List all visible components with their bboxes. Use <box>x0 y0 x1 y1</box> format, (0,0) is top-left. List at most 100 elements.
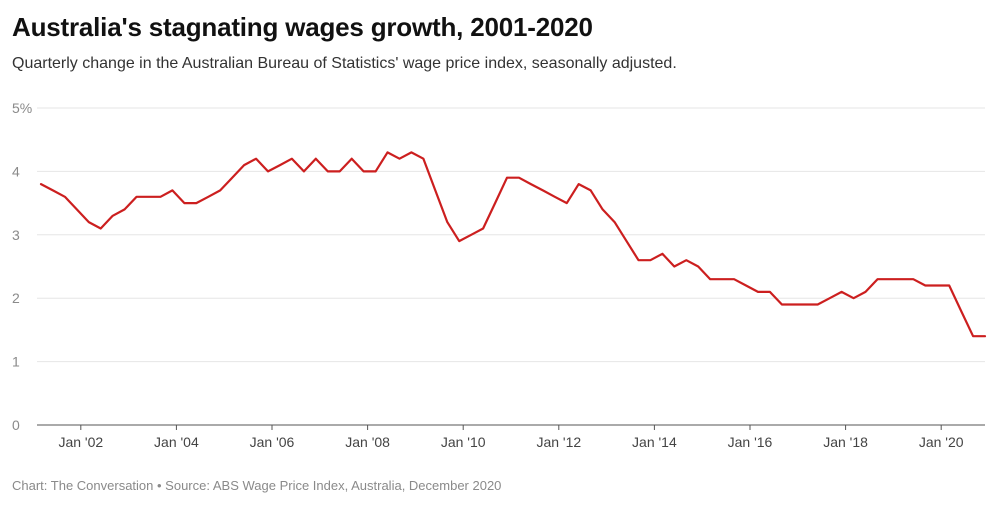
series-line-0 <box>39 151 987 338</box>
data-point[interactable] <box>982 333 988 339</box>
data-point[interactable] <box>875 276 881 282</box>
data-point[interactable] <box>361 168 367 174</box>
data-point[interactable] <box>408 149 414 155</box>
data-point[interactable] <box>863 289 869 295</box>
data-point[interactable] <box>636 257 642 263</box>
data-point[interactable] <box>695 264 701 270</box>
data-point[interactable] <box>755 289 761 295</box>
data-point[interactable] <box>528 181 534 187</box>
data-point[interactable] <box>922 283 928 289</box>
data-point[interactable] <box>193 200 199 206</box>
data-point[interactable] <box>169 187 175 193</box>
data-point[interactable] <box>122 206 128 212</box>
data-point[interactable] <box>74 206 80 212</box>
x-tick-label: Jan '02 <box>58 434 103 450</box>
data-point[interactable] <box>839 289 845 295</box>
chart-title: Australia's stagnating wages growth, 200… <box>12 12 593 42</box>
data-point[interactable] <box>110 213 116 219</box>
data-point[interactable] <box>480 226 486 232</box>
gridlines <box>37 107 985 363</box>
data-point[interactable] <box>217 187 223 193</box>
x-tick-label: Jan '12 <box>536 434 581 450</box>
data-point[interactable] <box>659 251 665 257</box>
data-point[interactable] <box>444 219 450 225</box>
data-point[interactable] <box>468 232 474 238</box>
data-point[interactable] <box>719 276 725 282</box>
data-point[interactable] <box>671 264 677 270</box>
data-point[interactable] <box>803 302 809 308</box>
series-layer <box>38 149 988 339</box>
data-point[interactable] <box>898 276 904 282</box>
data-point[interactable] <box>397 156 403 162</box>
data-point[interactable] <box>134 194 140 200</box>
data-point[interactable] <box>337 168 343 174</box>
data-point[interactable] <box>420 156 426 162</box>
data-point[interactable] <box>301 168 307 174</box>
data-point[interactable] <box>313 156 319 162</box>
y-tick-label: 3 <box>12 227 20 243</box>
data-point[interactable] <box>970 333 976 339</box>
y-tick-label: 4 <box>12 163 20 179</box>
data-point[interactable] <box>62 194 68 200</box>
data-point[interactable] <box>743 283 749 289</box>
data-point[interactable] <box>624 238 630 244</box>
data-point[interactable] <box>707 276 713 282</box>
data-point[interactable] <box>504 175 510 181</box>
data-point[interactable] <box>683 257 689 263</box>
x-tick-label: Jan '10 <box>441 434 486 450</box>
chart-subtitle: Quarterly change in the Australian Burea… <box>12 55 677 72</box>
data-point[interactable] <box>456 238 462 244</box>
data-point[interactable] <box>827 295 833 301</box>
data-point[interactable] <box>385 149 391 155</box>
y-tick-label: 1 <box>12 354 20 370</box>
data-point[interactable] <box>600 206 606 212</box>
data-point[interactable] <box>564 200 570 206</box>
data-point[interactable] <box>851 295 857 301</box>
data-point[interactable] <box>158 194 164 200</box>
data-point[interactable] <box>886 276 892 282</box>
data-point[interactable] <box>958 308 964 314</box>
chart-source-note: Chart: The Conversation • Source: ABS Wa… <box>12 478 502 493</box>
x-tick-label: Jan '04 <box>154 434 199 450</box>
data-point[interactable] <box>731 276 737 282</box>
y-tick-label: 5% <box>12 100 32 116</box>
data-point[interactable] <box>241 162 247 168</box>
data-point[interactable] <box>146 194 152 200</box>
data-point[interactable] <box>181 200 187 206</box>
data-point[interactable] <box>791 302 797 308</box>
data-point[interactable] <box>779 302 785 308</box>
data-point[interactable] <box>934 283 940 289</box>
data-point[interactable] <box>98 226 104 232</box>
data-point[interactable] <box>815 302 821 308</box>
data-point[interactable] <box>205 194 211 200</box>
data-point[interactable] <box>516 175 522 181</box>
data-point[interactable] <box>229 175 235 181</box>
data-point[interactable] <box>349 156 355 162</box>
data-point[interactable] <box>588 187 594 193</box>
data-point[interactable] <box>576 181 582 187</box>
y-axis-ticks: 0 1 2 3 4 5% <box>12 100 32 433</box>
data-point[interactable] <box>86 219 92 225</box>
x-tick-label: Jan '08 <box>345 434 390 450</box>
data-point[interactable] <box>647 257 653 263</box>
y-tick-label: 2 <box>12 290 20 306</box>
data-point[interactable] <box>540 187 546 193</box>
data-point[interactable] <box>492 200 498 206</box>
data-point[interactable] <box>373 168 379 174</box>
data-point[interactable] <box>612 219 618 225</box>
data-point[interactable] <box>552 194 558 200</box>
data-point[interactable] <box>50 187 56 193</box>
data-point[interactable] <box>946 283 952 289</box>
data-point[interactable] <box>253 156 259 162</box>
data-point[interactable] <box>277 162 283 168</box>
x-tick-label: Jan '06 <box>250 434 295 450</box>
x-axis-ticks: Jan '02 Jan '04 Jan '06 Jan '08 Jan '10 Jan '… <box>58 425 964 450</box>
data-point[interactable] <box>767 289 773 295</box>
data-point[interactable] <box>910 276 916 282</box>
data-point[interactable] <box>325 168 331 174</box>
data-point[interactable] <box>265 168 271 174</box>
data-point[interactable] <box>289 156 295 162</box>
data-point[interactable] <box>38 181 44 187</box>
y-tick-label: 0 <box>12 417 20 433</box>
data-point[interactable] <box>432 187 438 193</box>
